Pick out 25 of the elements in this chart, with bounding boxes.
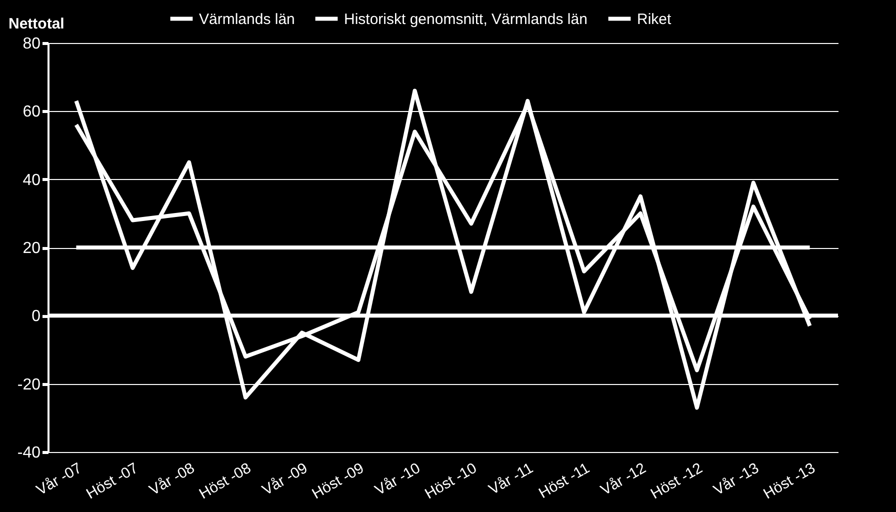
x-tick-label: Höst -10 [422,460,480,503]
x-tick-label: Vår -08 [146,460,198,499]
legend-label: Historiskt genomsnitt, Värmlands län [344,10,588,28]
x-tick-label: Vår -13 [710,460,762,499]
y-tick-label: -20 [17,376,41,394]
x-tick-label: Höst -11 [536,460,593,502]
x-tick-label: Höst -09 [309,460,367,503]
y-tick-label: 40 [22,172,41,189]
y-tick-label: 80 [22,36,41,52]
x-tick-label: Höst -07 [84,460,142,503]
y-tick-label: 20 [22,240,41,257]
x-tick-label: Vår -07 [34,460,85,499]
y-tick-label: -40 [17,444,41,462]
x-tick-label: Vår -11 [486,460,536,498]
x-tick-label: Vår -12 [598,460,649,499]
x-tick-label: Vår -10 [372,460,424,499]
y-tick-label: 0 [32,308,41,326]
legend-label: Värmlands län [199,10,295,28]
x-tick-label: Höst -13 [760,460,818,503]
x-tick-label: Höst -12 [648,460,706,503]
y-axis-title: Nettotal [8,16,64,32]
y-tick-label: 60 [22,104,41,121]
x-tick-label: Höst -08 [196,460,254,503]
legend-label: Riket [637,10,672,28]
x-tick-label: Vår -09 [259,460,310,499]
